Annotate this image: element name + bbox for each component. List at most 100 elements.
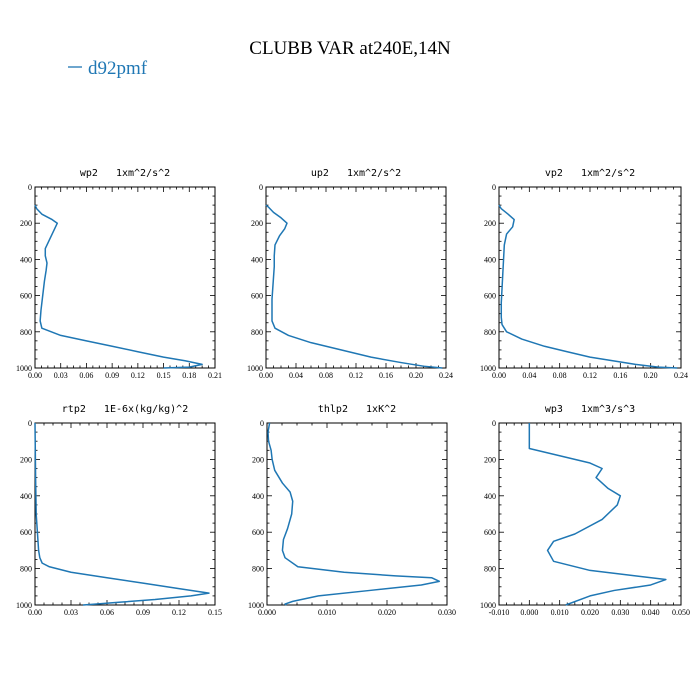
y-tick-label: 1000: [248, 601, 264, 610]
x-tick-label: 0.06: [100, 608, 114, 617]
y-tick-label: 800: [20, 328, 32, 337]
y-tick-label: 200: [484, 455, 496, 464]
x-tick-label: 0.010: [551, 608, 569, 617]
x-tick-label: 0.010: [318, 608, 336, 617]
panels: wp2 1xm^2/s^2 0.00 0.03 0.06 0.09 0.12 0.15 0.1…: [16, 168, 690, 617]
x-tick-label: 0.04: [522, 371, 536, 380]
panel-3: vp2 1xm^2/s^2 0.00 0.04 0.08 0.12 0.16 0.20 0.2…: [480, 168, 688, 380]
y-tick-label: 0: [492, 419, 496, 428]
panel-5: thlp2 1xK^2 0.000 0.010 0.020 0.030 0 200 400 60…: [248, 404, 456, 617]
x-tick-label: 0.04: [289, 371, 303, 380]
panel-4: rtp2 1E-6x(kg/kg)^2 0.00 0.03 0.06 0.09 0.12 0…: [16, 404, 222, 617]
y-tick-label: 0: [259, 183, 263, 192]
y-tick-label: 0: [28, 183, 32, 192]
x-tick-label: -0.010: [489, 608, 510, 617]
panel-title: rtp2 1E-6x(kg/kg)^2: [62, 404, 188, 415]
panel-title: up2 1xm^2/s^2: [311, 168, 401, 179]
y-tick-label: 1000: [480, 601, 496, 610]
y-tick-label: 600: [252, 528, 264, 537]
x-tick-label: 0.16: [613, 371, 627, 380]
x-tick-label: 0.06: [79, 371, 93, 380]
x-tick-label: 0.24: [439, 371, 453, 380]
legend-label: d92pmf: [88, 58, 148, 79]
y-tick-label: 400: [20, 255, 32, 264]
x-tick-label: 0.15: [157, 371, 171, 380]
x-tick-label: 0.03: [64, 608, 78, 617]
y-tick-label: 1000: [16, 601, 32, 610]
y-tick-label: 400: [484, 492, 496, 501]
y-tick-label: 600: [484, 528, 496, 537]
plot-frame: [34, 422, 216, 606]
x-tick-label: 0.20: [644, 371, 658, 380]
panel-title: vp2 1xm^2/s^2: [545, 168, 635, 179]
y-tick-label: 600: [20, 292, 32, 301]
y-tick-label: 0: [28, 419, 32, 428]
plot-frame: [265, 186, 447, 369]
y-tick-label: 400: [20, 492, 32, 501]
x-tick-label: 0.000: [258, 608, 276, 617]
y-tick-label: 200: [251, 219, 263, 228]
figure-legend: d92pmf: [68, 58, 148, 79]
y-tick-label: 600: [484, 292, 496, 301]
series-line-d92pmf: [34, 204, 203, 369]
x-tick-label: 0.030: [611, 608, 629, 617]
x-tick-label: 0.050: [672, 608, 690, 617]
x-tick-label: 0.00: [28, 608, 42, 617]
x-tick-label: 0.09: [136, 608, 150, 617]
y-tick-label: 600: [251, 292, 263, 301]
figure-title: CLUBB VAR at240E,14N: [249, 38, 451, 59]
x-tick-label: 0.00: [492, 371, 506, 380]
x-tick-label: 0.00: [259, 371, 273, 380]
x-tick-label: 0.12: [172, 608, 186, 617]
panel-title: wp2 1xm^2/s^2: [80, 168, 170, 179]
y-tick-label: 200: [20, 455, 32, 464]
x-tick-label: 0.03: [54, 371, 68, 380]
x-tick-label: 0.12: [583, 371, 597, 380]
x-tick-label: 0.00: [28, 371, 42, 380]
panel-title: wp3 1xm^3/s^3: [545, 404, 635, 415]
y-tick-label: 1000: [480, 364, 496, 373]
x-tick-label: 0.020: [378, 608, 396, 617]
series-line-d92pmf: [528, 423, 667, 606]
y-tick-label: 200: [484, 219, 496, 228]
x-tick-label: 0.12: [349, 371, 363, 380]
x-tick-label: 0.08: [553, 371, 567, 380]
y-tick-label: 800: [251, 328, 263, 337]
y-tick-label: 1000: [247, 364, 263, 373]
y-tick-label: 600: [20, 528, 32, 537]
y-tick-label: 1000: [16, 364, 32, 373]
y-tick-label: 400: [252, 492, 264, 501]
y-tick-label: 0: [260, 419, 264, 428]
series-line-d92pmf: [265, 204, 443, 369]
series-line-d92pmf: [34, 422, 210, 606]
y-tick-label: 800: [484, 565, 496, 574]
x-tick-label: 0.040: [642, 608, 660, 617]
series-line-d92pmf: [498, 204, 678, 369]
y-tick-label: 400: [251, 255, 263, 264]
y-tick-label: 400: [484, 255, 496, 264]
x-tick-label: 0.09: [105, 371, 119, 380]
x-tick-label: 0.24: [674, 371, 688, 380]
y-tick-label: 200: [252, 455, 264, 464]
x-tick-label: 0.20: [409, 371, 423, 380]
y-tick-label: 800: [484, 328, 496, 337]
panel-1: wp2 1xm^2/s^2 0.00 0.03 0.06 0.09 0.12 0.15 0.1…: [16, 168, 222, 380]
x-tick-label: 0.000: [520, 608, 538, 617]
series-line-d92pmf: [267, 422, 441, 606]
panel-2: up2 1xm^2/s^2 0.00 0.04 0.08 0.12 0.16 0.20 0.2…: [247, 168, 453, 380]
y-tick-label: 800: [20, 565, 32, 574]
x-tick-label: 0.030: [438, 608, 456, 617]
panel-6: wp3 1xm^3/s^3 -0.010 0.000 0.010 0.020 0.030 0…: [480, 404, 690, 617]
x-tick-label: 0.020: [581, 608, 599, 617]
x-tick-label: 0.15: [208, 608, 222, 617]
y-tick-label: 200: [20, 219, 32, 228]
plot-frame: [34, 186, 216, 369]
y-tick-label: 800: [252, 565, 264, 574]
x-tick-label: 0.08: [319, 371, 333, 380]
y-tick-label: 0: [492, 183, 496, 192]
x-tick-label: 0.18: [182, 371, 196, 380]
x-tick-label: 0.12: [131, 371, 145, 380]
x-tick-label: 0.21: [208, 371, 222, 380]
x-tick-label: 0.16: [379, 371, 393, 380]
